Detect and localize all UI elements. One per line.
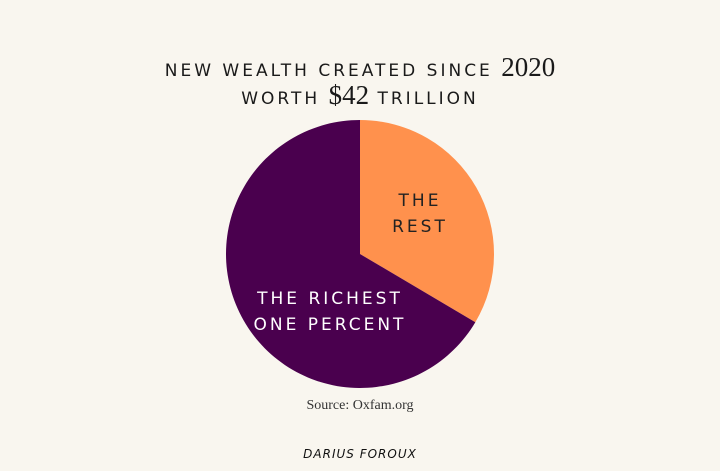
label-rest-line1: THE <box>398 191 442 211</box>
label-the-rest: THE REST <box>380 188 460 240</box>
title-text: NEW WEALTH CREATED SINCE <box>164 61 493 81</box>
title-pre: WORTH <box>241 89 321 109</box>
chart-title-line1: NEW WEALTH CREATED SINCE 2020 <box>0 52 720 83</box>
pie-slice-the-rest <box>360 120 494 323</box>
signature: DARIUS FOROUX <box>303 447 417 461</box>
title-amount: $42 <box>328 80 370 110</box>
source-note: Source: Oxfam.org <box>306 398 414 413</box>
title-post: TRILLION <box>377 89 479 109</box>
label-rich-line1: THE RICHEST <box>257 289 403 309</box>
label-rest-line2: REST <box>392 217 448 237</box>
pie-slice-richest-one-percent <box>225 120 476 389</box>
title-year: 2020 <box>501 52 556 82</box>
label-richest: THE RICHEST ONE PERCENT <box>240 286 420 338</box>
label-rich-line2: ONE PERCENT <box>253 315 407 335</box>
chart-title-line2: WORTH $42 TRILLION <box>0 80 720 111</box>
